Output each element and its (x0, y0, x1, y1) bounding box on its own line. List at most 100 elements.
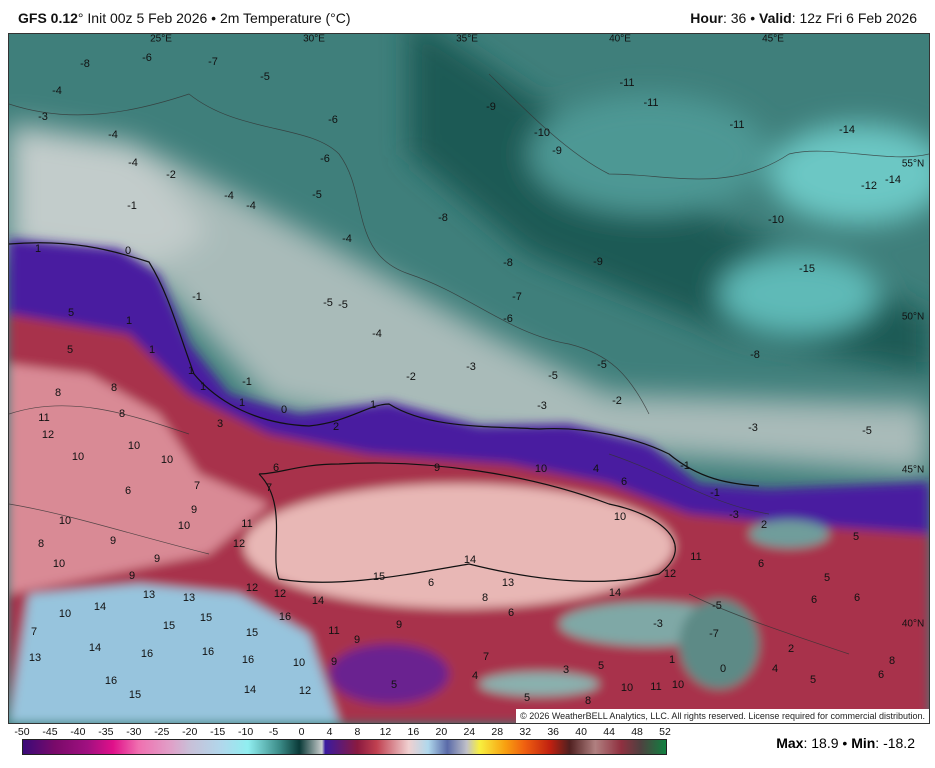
temperature-value: -3 (748, 422, 758, 434)
temperature-value: -4 (108, 129, 118, 141)
temperature-value: 15 (199, 612, 213, 624)
temperature-value: -4 (246, 200, 256, 212)
min-value: : -18.2 (875, 735, 915, 751)
temperature-value: 9 (190, 504, 198, 516)
temperature-value: -2 (612, 395, 622, 407)
colorbar-tick-label: 28 (491, 726, 504, 738)
temperature-value: 7 (482, 651, 490, 663)
colorbar-tick-label: 16 (407, 726, 420, 738)
temperature-value: 10 (160, 454, 174, 466)
temperature-value: -9 (552, 145, 562, 157)
temperature-value: -5 (862, 425, 872, 437)
temperature-value: 10 (620, 682, 634, 694)
temperature-value: -5 (260, 71, 270, 83)
temperature-value: 9 (153, 553, 161, 565)
temperature-value: 6 (620, 476, 628, 488)
min-label: Min (851, 735, 876, 751)
temperature-value: 15 (245, 627, 259, 639)
temperature-value: 8 (54, 387, 62, 399)
colorbar-tick-label: 12 (379, 726, 392, 738)
temperature-value: -4 (372, 328, 382, 340)
temperature-value: 15 (162, 620, 176, 632)
colorbar (22, 739, 667, 755)
temperature-value: 12 (245, 582, 259, 594)
max-min-stats: Max: 18.9 • Min: -18.2 (776, 735, 915, 751)
temperature-value: 9 (395, 619, 403, 631)
temperature-value: 1 (125, 315, 133, 327)
temperature-value: 14 (93, 601, 107, 613)
temperature-value: 6 (810, 594, 818, 606)
temperature-value: 16 (201, 646, 215, 658)
temperature-value: 10 (71, 451, 85, 463)
temperature-value: 14 (608, 587, 622, 599)
temperature-value: 0 (124, 245, 132, 257)
temperature-value: -11 (619, 77, 635, 89)
borders (9, 73, 929, 655)
temperature-value: -5 (338, 299, 348, 311)
temperature-value: -4 (128, 157, 138, 169)
colorbar-tick-label: -25 (154, 726, 170, 738)
colorbar-tick-label: 44 (603, 726, 615, 738)
temperature-value: 11 (650, 681, 662, 693)
temperature-value: 10 (177, 520, 191, 532)
temperature-value: 2 (787, 643, 795, 655)
temperature-value: 9 (128, 570, 136, 582)
temperature-value: -4 (224, 190, 234, 202)
latitude-label: 50°N (901, 311, 925, 323)
temperature-value: -14 (839, 124, 855, 136)
temperature-value: -11 (643, 97, 659, 109)
temperature-value: -5 (548, 370, 558, 382)
colorbar-tick-label: 4 (326, 726, 333, 738)
temperature-value: -14 (885, 174, 901, 186)
temperature-value: -6 (320, 153, 330, 165)
temperature-value: 2 (760, 519, 768, 531)
temperature-value: -5 (312, 189, 322, 201)
temperature-value: 8 (888, 655, 896, 667)
temperature-value: 2 (332, 421, 340, 433)
temperature-value: 8 (481, 592, 489, 604)
temperature-value: 10 (58, 515, 72, 527)
temperature-value: 16 (140, 648, 154, 660)
coastlines (9, 242, 760, 583)
temperature-value: 11 (690, 551, 702, 563)
temperature-value: 6 (757, 558, 765, 570)
colorbar-tick-label: -5 (268, 726, 279, 738)
temperature-value: 9 (353, 634, 361, 646)
temperature-value: 12 (41, 429, 55, 441)
temperature-value: 0 (280, 404, 288, 416)
colorbar-tick-label: 8 (354, 726, 361, 738)
temperature-value: 10 (292, 657, 306, 669)
temperature-value: 7 (265, 482, 273, 494)
temperature-value: 12 (232, 538, 246, 550)
valid-time: Hour: 36 • Valid: 12z Fri 6 Feb 2026 (690, 10, 917, 26)
temperature-value: 10 (613, 511, 627, 523)
temperature-value: 11 (241, 518, 253, 530)
max-value: : 18.9 • (803, 735, 852, 751)
temperature-value: -6 (328, 114, 338, 126)
temperature-value: 14 (463, 554, 477, 566)
temperature-value: 16 (104, 675, 118, 687)
temperature-value: 6 (507, 607, 515, 619)
temperature-value: 4 (592, 463, 600, 475)
temperature-value: -5 (712, 600, 722, 612)
temperature-value: -6 (142, 52, 152, 64)
temperature-value: 10 (534, 463, 548, 475)
longitude-label: 25°E (150, 33, 172, 45)
temperature-value: 13 (501, 577, 515, 589)
temperature-value: 1 (238, 397, 246, 409)
temperature-value: 0 (719, 663, 727, 675)
temperature-map[interactable]: 25°E 30°E 35°E 40°E 45°E 55°N 50°N 45°N 40°N -8 -… (8, 33, 930, 724)
temperature-value: 1 (148, 344, 156, 356)
temperature-value: -3 (653, 618, 663, 630)
temperature-value: 4 (771, 663, 779, 675)
temperature-value: 11 (38, 412, 50, 424)
temperature-value: 3 (216, 418, 224, 430)
temperature-value: 1 (34, 243, 42, 255)
temperature-field (9, 34, 929, 723)
temperature-value: 13 (142, 589, 156, 601)
temperature-value: -5 (323, 297, 333, 309)
temperature-value: -2 (406, 371, 416, 383)
temperature-value: 6 (853, 592, 861, 604)
hour-label: Hour (690, 10, 723, 26)
temperature-value: -4 (52, 85, 62, 97)
